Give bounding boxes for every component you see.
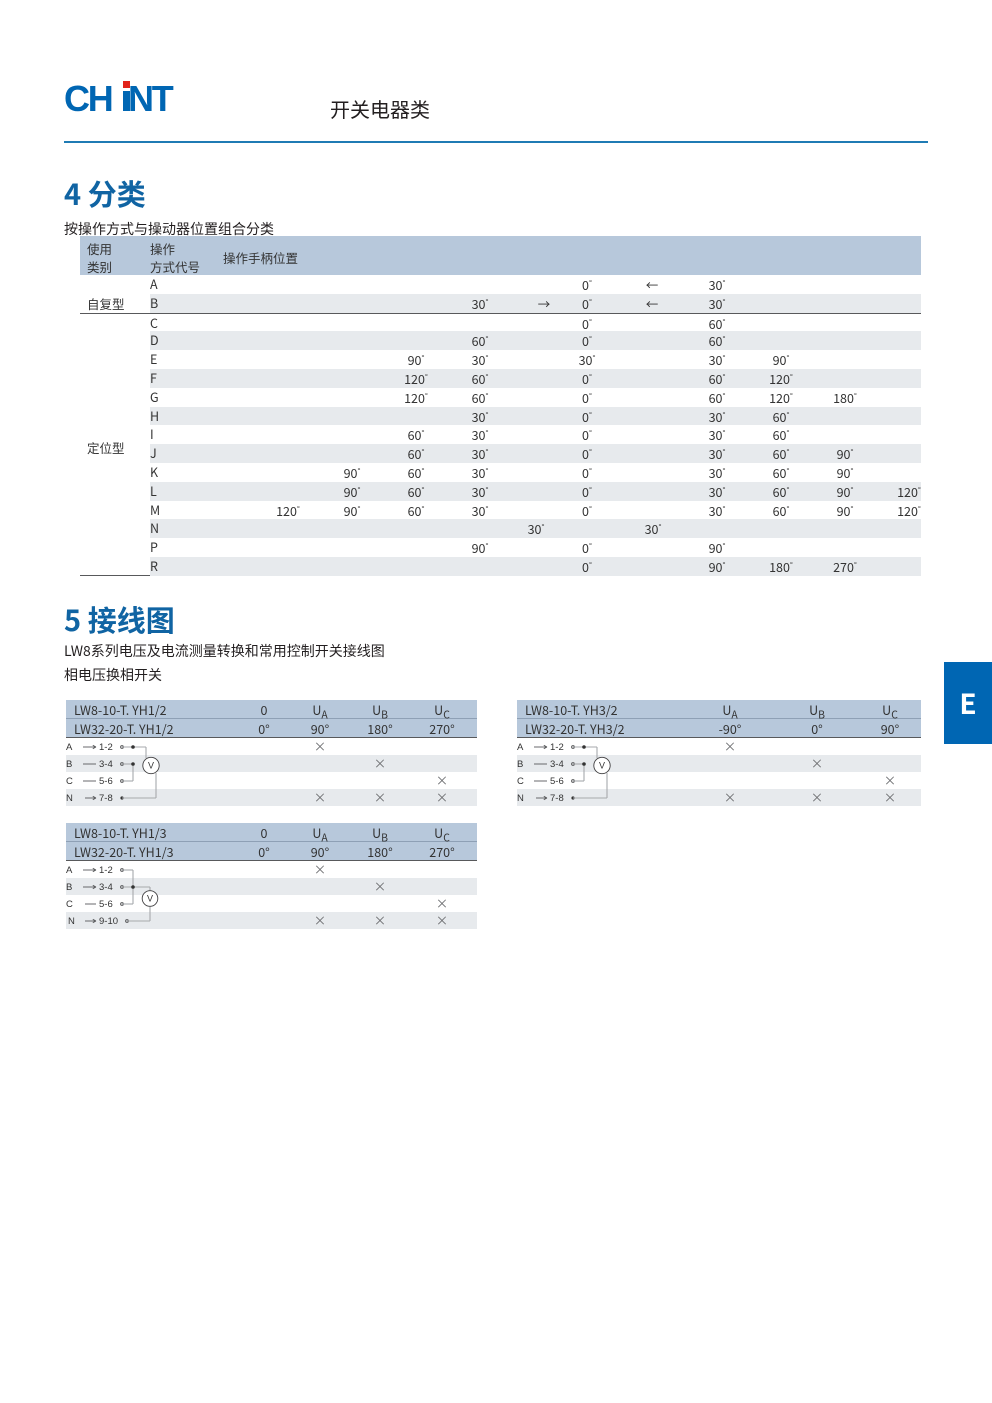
svg-text:V: V: [148, 761, 154, 771]
svg-text:C: C: [517, 776, 524, 787]
svg-text:V: V: [599, 761, 605, 771]
svg-text:C: C: [66, 899, 73, 910]
svg-text:5-6: 5-6: [99, 776, 113, 787]
svg-text:B: B: [517, 759, 523, 770]
svg-text:B: B: [66, 759, 72, 770]
svg-text:N: N: [66, 793, 73, 801]
svg-text:N: N: [68, 916, 75, 924]
svg-text:1-2: 1-2: [99, 865, 113, 876]
svg-text:1-2: 1-2: [99, 742, 113, 753]
svg-text:A: A: [517, 742, 524, 753]
svg-text:N: N: [517, 793, 524, 801]
svg-text:3-4: 3-4: [99, 882, 113, 893]
svg-text:C: C: [66, 776, 73, 787]
svg-text:A: A: [66, 865, 73, 876]
svg-text:V: V: [147, 894, 153, 904]
svg-text:A: A: [66, 742, 73, 753]
svg-text:3-4: 3-4: [99, 759, 113, 770]
svg-text:5-6: 5-6: [99, 899, 113, 910]
svg-text:7-8: 7-8: [99, 793, 113, 801]
svg-text:1-2: 1-2: [550, 742, 564, 753]
svg-text:NT: NT: [128, 80, 174, 119]
svg-text:5-6: 5-6: [550, 776, 564, 787]
svg-text:9-10: 9-10: [99, 916, 118, 924]
svg-text:B: B: [66, 882, 72, 893]
svg-text:CH: CH: [64, 80, 112, 119]
svg-text:3-4: 3-4: [550, 759, 564, 770]
svg-text:7-8: 7-8: [550, 793, 564, 801]
